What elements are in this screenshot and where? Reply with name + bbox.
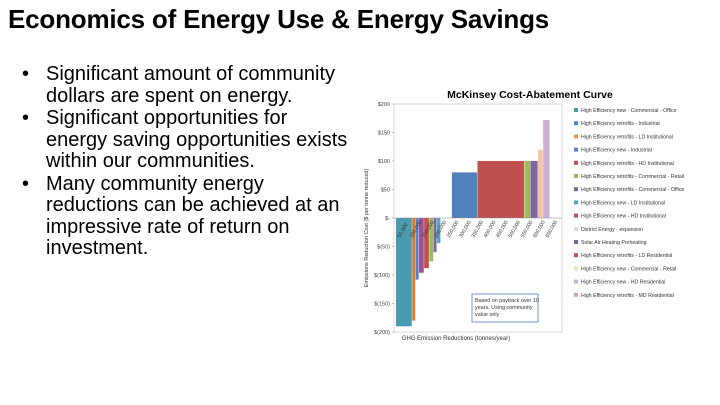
bullet-text: Significant amount of community dollars … [46, 63, 336, 107]
bar [477, 161, 525, 218]
y-tick-label: $(50) [377, 245, 390, 251]
bullet-dot: • [22, 172, 30, 195]
bar [419, 218, 424, 273]
legend-swatch [574, 187, 578, 192]
y-axis-label: Emissions Reduction Cost ($ per tonne re… [364, 169, 370, 288]
cost-abatement-chart: McKinsey Cost-Abatement Curve Emissions … [356, 76, 711, 356]
bar [524, 161, 530, 218]
legend-label: High Efficiency retrofits - LD Instituti… [581, 134, 673, 140]
bullet-item: • Many community energy reductions can b… [22, 172, 352, 260]
y-tick-label: $(200) [374, 330, 390, 336]
bar [429, 218, 434, 262]
legend-swatch [574, 240, 578, 244]
bullet-dot: • [22, 107, 30, 129]
legend-swatch [574, 121, 578, 126]
bar [396, 218, 412, 327]
bar [451, 172, 478, 218]
legend-swatch [574, 108, 578, 112]
y-tick-label: $- [385, 216, 390, 222]
legend-label: High Efficiency retrofits - Commercial -… [581, 174, 684, 180]
bar [543, 119, 550, 218]
bar [436, 218, 441, 244]
legend-label: High Efficiency retrofits - Industrial [581, 121, 660, 127]
legend-swatch [574, 174, 578, 178]
bullet-list: • Significant amount of community dollar… [22, 63, 352, 261]
chart-title: McKinsey Cost-Abatement Curve [447, 89, 613, 101]
bar [415, 218, 419, 280]
legend-swatch [574, 226, 578, 231]
bullet-text: Significant opportunities for energy sav… [46, 107, 348, 172]
y-tick-label: $(150) [374, 302, 390, 308]
y-tick-label: $(100) [374, 273, 390, 279]
bar [412, 218, 416, 321]
y-tick-label: $200 [378, 102, 390, 108]
legend-label: High Efficiency new - HD Residential [581, 280, 665, 286]
legend-swatch [574, 200, 578, 205]
legend-swatch [574, 279, 578, 284]
legend-label: High Efficiency new - Commercial - Offic… [581, 108, 677, 114]
legend-label: Solar Air Heating Preheating [581, 240, 647, 246]
bullet-dot: • [22, 63, 30, 85]
bar [538, 149, 543, 218]
legend-swatch [574, 292, 578, 297]
bar [424, 218, 429, 269]
legend-swatch [574, 213, 578, 218]
legend-swatch [574, 160, 578, 165]
y-tick-label: $150 [378, 131, 390, 137]
legend-label: High Efficiency new - LD Institutional [581, 200, 665, 206]
legend-label: High Efficiency retrofits - Commercial -… [581, 187, 684, 193]
note-text: years. Using community [475, 305, 533, 311]
legend-swatch [574, 134, 578, 139]
note-text: Based on payback over 10 [475, 298, 539, 304]
legend-swatch [574, 266, 578, 271]
slide-title: Economics of Energy Use & Energy Savings [8, 4, 550, 34]
legend-label: High Efficiency new - HD Institutional [581, 214, 666, 220]
note-text: value only [475, 312, 500, 318]
note-box [471, 293, 539, 323]
legend-swatch [574, 253, 578, 258]
chart-svg: McKinsey Cost-Abatement Curve Emissions … [364, 89, 684, 342]
bar [433, 218, 437, 253]
legend-label: District Energy - expansion [581, 227, 643, 233]
plot-area: $200 $150 $100 $50 $- $(50) $(100) $(150) $(200)… [374, 102, 563, 336]
legend-label: High Efficiency retrofits - MD Residenti… [581, 293, 674, 299]
x-axis-label: GHG Emission Reductions (tonnes/year) [402, 336, 510, 342]
bullet-item: • Significant opportunities for energy s… [22, 107, 352, 173]
legend-label: High Efficiency new - Commercial - Retai… [581, 266, 676, 272]
y-tick-label: $50 [381, 188, 390, 194]
y-tick-label: $100 [378, 159, 390, 165]
bar [530, 161, 538, 218]
bullet-item: • Significant amount of community dollar… [22, 63, 352, 107]
legend-label: High Efficiency retrofits - LD Residenti… [581, 253, 672, 259]
bullet-text: Many community energy reductions can be … [46, 172, 340, 259]
legend-label: High Efficiency new - Industrial [581, 148, 652, 154]
legend-swatch [574, 147, 578, 152]
legend-label: High Efficiency retrofits - HD Instituti… [581, 161, 674, 167]
chart-legend: High Efficiency new - Commercial - Offic… [574, 108, 684, 299]
